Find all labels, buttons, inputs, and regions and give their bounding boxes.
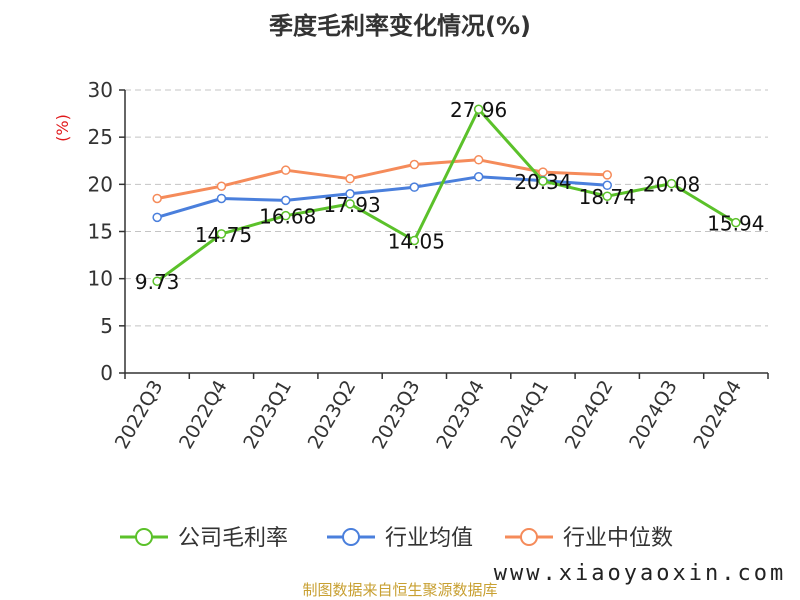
data-point	[152, 276, 162, 286]
x-tick-label: 2023Q3	[368, 377, 425, 453]
y-tick-label: 15	[88, 220, 113, 244]
data-point	[602, 191, 612, 201]
data-point	[602, 180, 612, 191]
axes	[119, 89, 769, 379]
data-label: 14.05	[388, 229, 445, 253]
data-point	[666, 178, 677, 189]
legend-marker	[520, 528, 538, 546]
data-labels: 9.73 14.75 16.68 17.93 14.05 27.96 20.34 18.74 2…	[135, 98, 765, 294]
y-tick-label: 0	[100, 361, 113, 385]
data-label: 17.93	[323, 193, 380, 217]
grid-lines	[125, 89, 768, 327]
x-tick-label: 2022Q3	[111, 377, 168, 453]
data-point	[281, 195, 291, 206]
legend-marker	[342, 528, 360, 546]
y-tick-labels: 0 5 10 15 20 25 30	[88, 78, 113, 385]
series-lines	[152, 104, 741, 286]
data-label: 18.74	[579, 185, 636, 209]
data-label: 20.08	[643, 173, 700, 197]
legend-marker	[135, 528, 153, 546]
x-tick-label: 2024Q2	[561, 377, 618, 453]
data-point	[152, 193, 162, 204]
legend-label: 行业均值	[385, 526, 473, 551]
legend: 公司毛利率 行业均值 行业中位数	[120, 526, 673, 551]
y-tick-label: 25	[88, 125, 113, 149]
source-note: 制图数据来自恒生聚源数据库	[302, 581, 497, 599]
x-tick-label: 2022Q4	[175, 377, 232, 453]
data-point	[538, 176, 548, 186]
data-point	[281, 210, 291, 221]
data-point	[216, 229, 227, 239]
series-line	[156, 175, 608, 219]
data-point	[409, 159, 420, 170]
data-point	[409, 235, 420, 246]
data-label: 16.68	[259, 205, 316, 229]
data-point	[216, 181, 227, 191]
data-point	[152, 212, 162, 223]
y-tick-label: 30	[88, 78, 113, 102]
data-point	[602, 170, 612, 180]
data-point	[473, 104, 484, 114]
y-tick-label: 20	[88, 172, 113, 196]
y-tick-label: 10	[88, 267, 113, 291]
data-point	[473, 155, 484, 165]
data-point	[281, 165, 291, 175]
chart-title: 季度毛利率变化情况(%)	[269, 12, 531, 40]
x-tick-label: 2024Q3	[625, 377, 682, 453]
x-tick-labels: 2022Q3 2022Q4 2023Q1 2023Q2 2023Q3 2023Q4 2024…	[111, 377, 746, 453]
x-tick-label: 2023Q2	[304, 377, 361, 453]
data-label: 14.75	[195, 223, 252, 247]
data-label: 27.96	[450, 98, 507, 122]
y-axis-unit: (%)	[53, 114, 72, 142]
y-tick-label: 5	[100, 314, 113, 338]
data-label: 20.34	[514, 170, 571, 194]
legend-label: 公司毛利率	[178, 526, 288, 551]
data-point	[345, 173, 355, 184]
data-point	[473, 172, 484, 182]
x-tick-label: 2024Q1	[497, 377, 554, 453]
data-point	[409, 182, 420, 192]
legend-label: 行业中位数	[563, 526, 673, 551]
data-point	[345, 199, 355, 209]
data-label: 15.94	[707, 212, 764, 236]
x-tick-label: 2024Q4	[689, 377, 746, 453]
x-tick-label: 2023Q1	[239, 377, 296, 453]
data-point	[731, 217, 741, 228]
data-label: 9.73	[135, 270, 180, 294]
series-line	[156, 107, 737, 283]
x-tick-label: 2023Q4	[432, 377, 489, 453]
data-point	[345, 189, 355, 199]
watermark: www.xiaoyaoxin.com	[494, 561, 786, 586]
data-point	[216, 193, 227, 204]
